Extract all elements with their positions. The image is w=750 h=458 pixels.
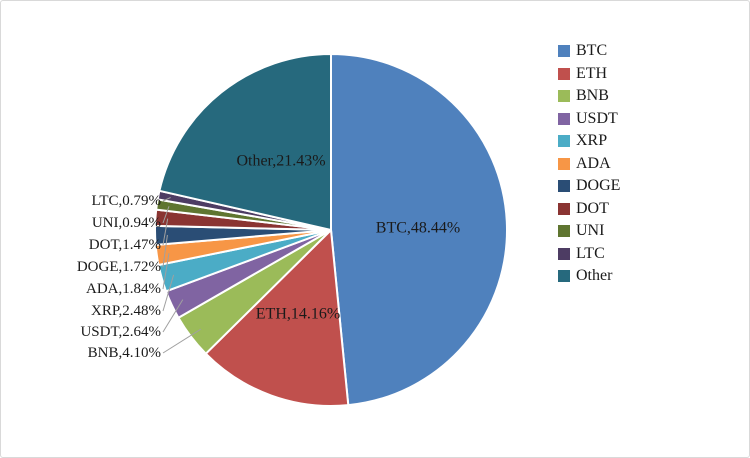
legend-label-bnb: BNB	[576, 87, 609, 105]
legend-item-other: Other	[558, 265, 620, 288]
legend-label-usdt: USDT	[576, 109, 618, 127]
legend-label-ada: ADA	[576, 154, 611, 172]
legend-label-uni: UNI	[576, 222, 605, 240]
legend-swatch-uni	[558, 225, 570, 238]
legend-label-btc: BTC	[576, 42, 608, 60]
slice-label-eth: ETH,14.16%	[256, 306, 340, 323]
leader-line-ada	[162, 253, 170, 290]
slice-label-ltc: LTC,0.79%	[92, 193, 161, 209]
legend-swatch-dot	[558, 202, 570, 215]
legend-item-eth: ETH	[558, 63, 620, 86]
legend-label-ltc: LTC	[576, 244, 605, 262]
legend-item-ada: ADA	[558, 153, 620, 176]
slice-label-uni: UNI,0.94%	[92, 215, 161, 231]
legend-swatch-doge	[558, 180, 570, 193]
legend-item-xrp: XRP	[558, 130, 620, 153]
legend: BTC ETH BNB USDT XRP ADA DOGE DOT UNI LTC Other	[558, 40, 620, 288]
legend-item-bnb: BNB	[558, 85, 620, 108]
legend-swatch-bnb	[558, 90, 570, 103]
legend-swatch-xrp	[558, 135, 570, 148]
leader-line-usdt	[162, 299, 184, 333]
legend-label-xrp: XRP	[576, 132, 608, 150]
legend-label-doge: DOGE	[576, 177, 621, 195]
legend-label-other: Other	[576, 267, 613, 285]
pie-slice-eth	[204, 229, 350, 407]
legend-swatch-ada	[558, 157, 570, 170]
legend-item-usdt: USDT	[558, 108, 620, 131]
slice-label-bnb: BNB,4.10%	[88, 345, 161, 361]
legend-item-uni: UNI	[558, 220, 620, 243]
leader-line-ltc	[162, 197, 171, 202]
pie-slice-btc	[330, 53, 508, 407]
slice-label-doge: DOGE,1.72%	[77, 259, 161, 275]
leader-line-xrp	[162, 274, 175, 312]
slice-label-other: Other,21.43%	[236, 153, 325, 170]
legend-item-btc: BTC	[558, 40, 620, 63]
legend-swatch-btc	[558, 45, 570, 58]
slice-label-btc: BTC,48.44%	[376, 220, 460, 237]
leader-line-doge	[162, 234, 168, 268]
leader-line-bnb	[162, 328, 202, 354]
pie-slice-other	[158, 53, 332, 231]
legend-swatch-ltc	[558, 247, 570, 260]
slice-label-ada: ADA,1.84%	[86, 281, 161, 297]
legend-label-eth: ETH	[576, 64, 608, 82]
legend-label-dot: DOT	[576, 199, 609, 217]
legend-item-dot: DOT	[558, 198, 620, 221]
slice-label-dot: DOT,1.47%	[89, 237, 161, 253]
legend-swatch-usdt	[558, 112, 570, 125]
leader-line-uni	[162, 206, 170, 224]
legend-swatch-other	[558, 270, 570, 283]
slice-label-xrp: XRP,2.48%	[91, 303, 161, 319]
slice-label-usdt: USDT,2.64%	[80, 324, 161, 340]
legend-swatch-eth	[558, 67, 570, 80]
leader-line-dot	[162, 218, 169, 246]
legend-item-ltc: LTC	[558, 243, 620, 266]
legend-item-doge: DOGE	[558, 175, 620, 198]
